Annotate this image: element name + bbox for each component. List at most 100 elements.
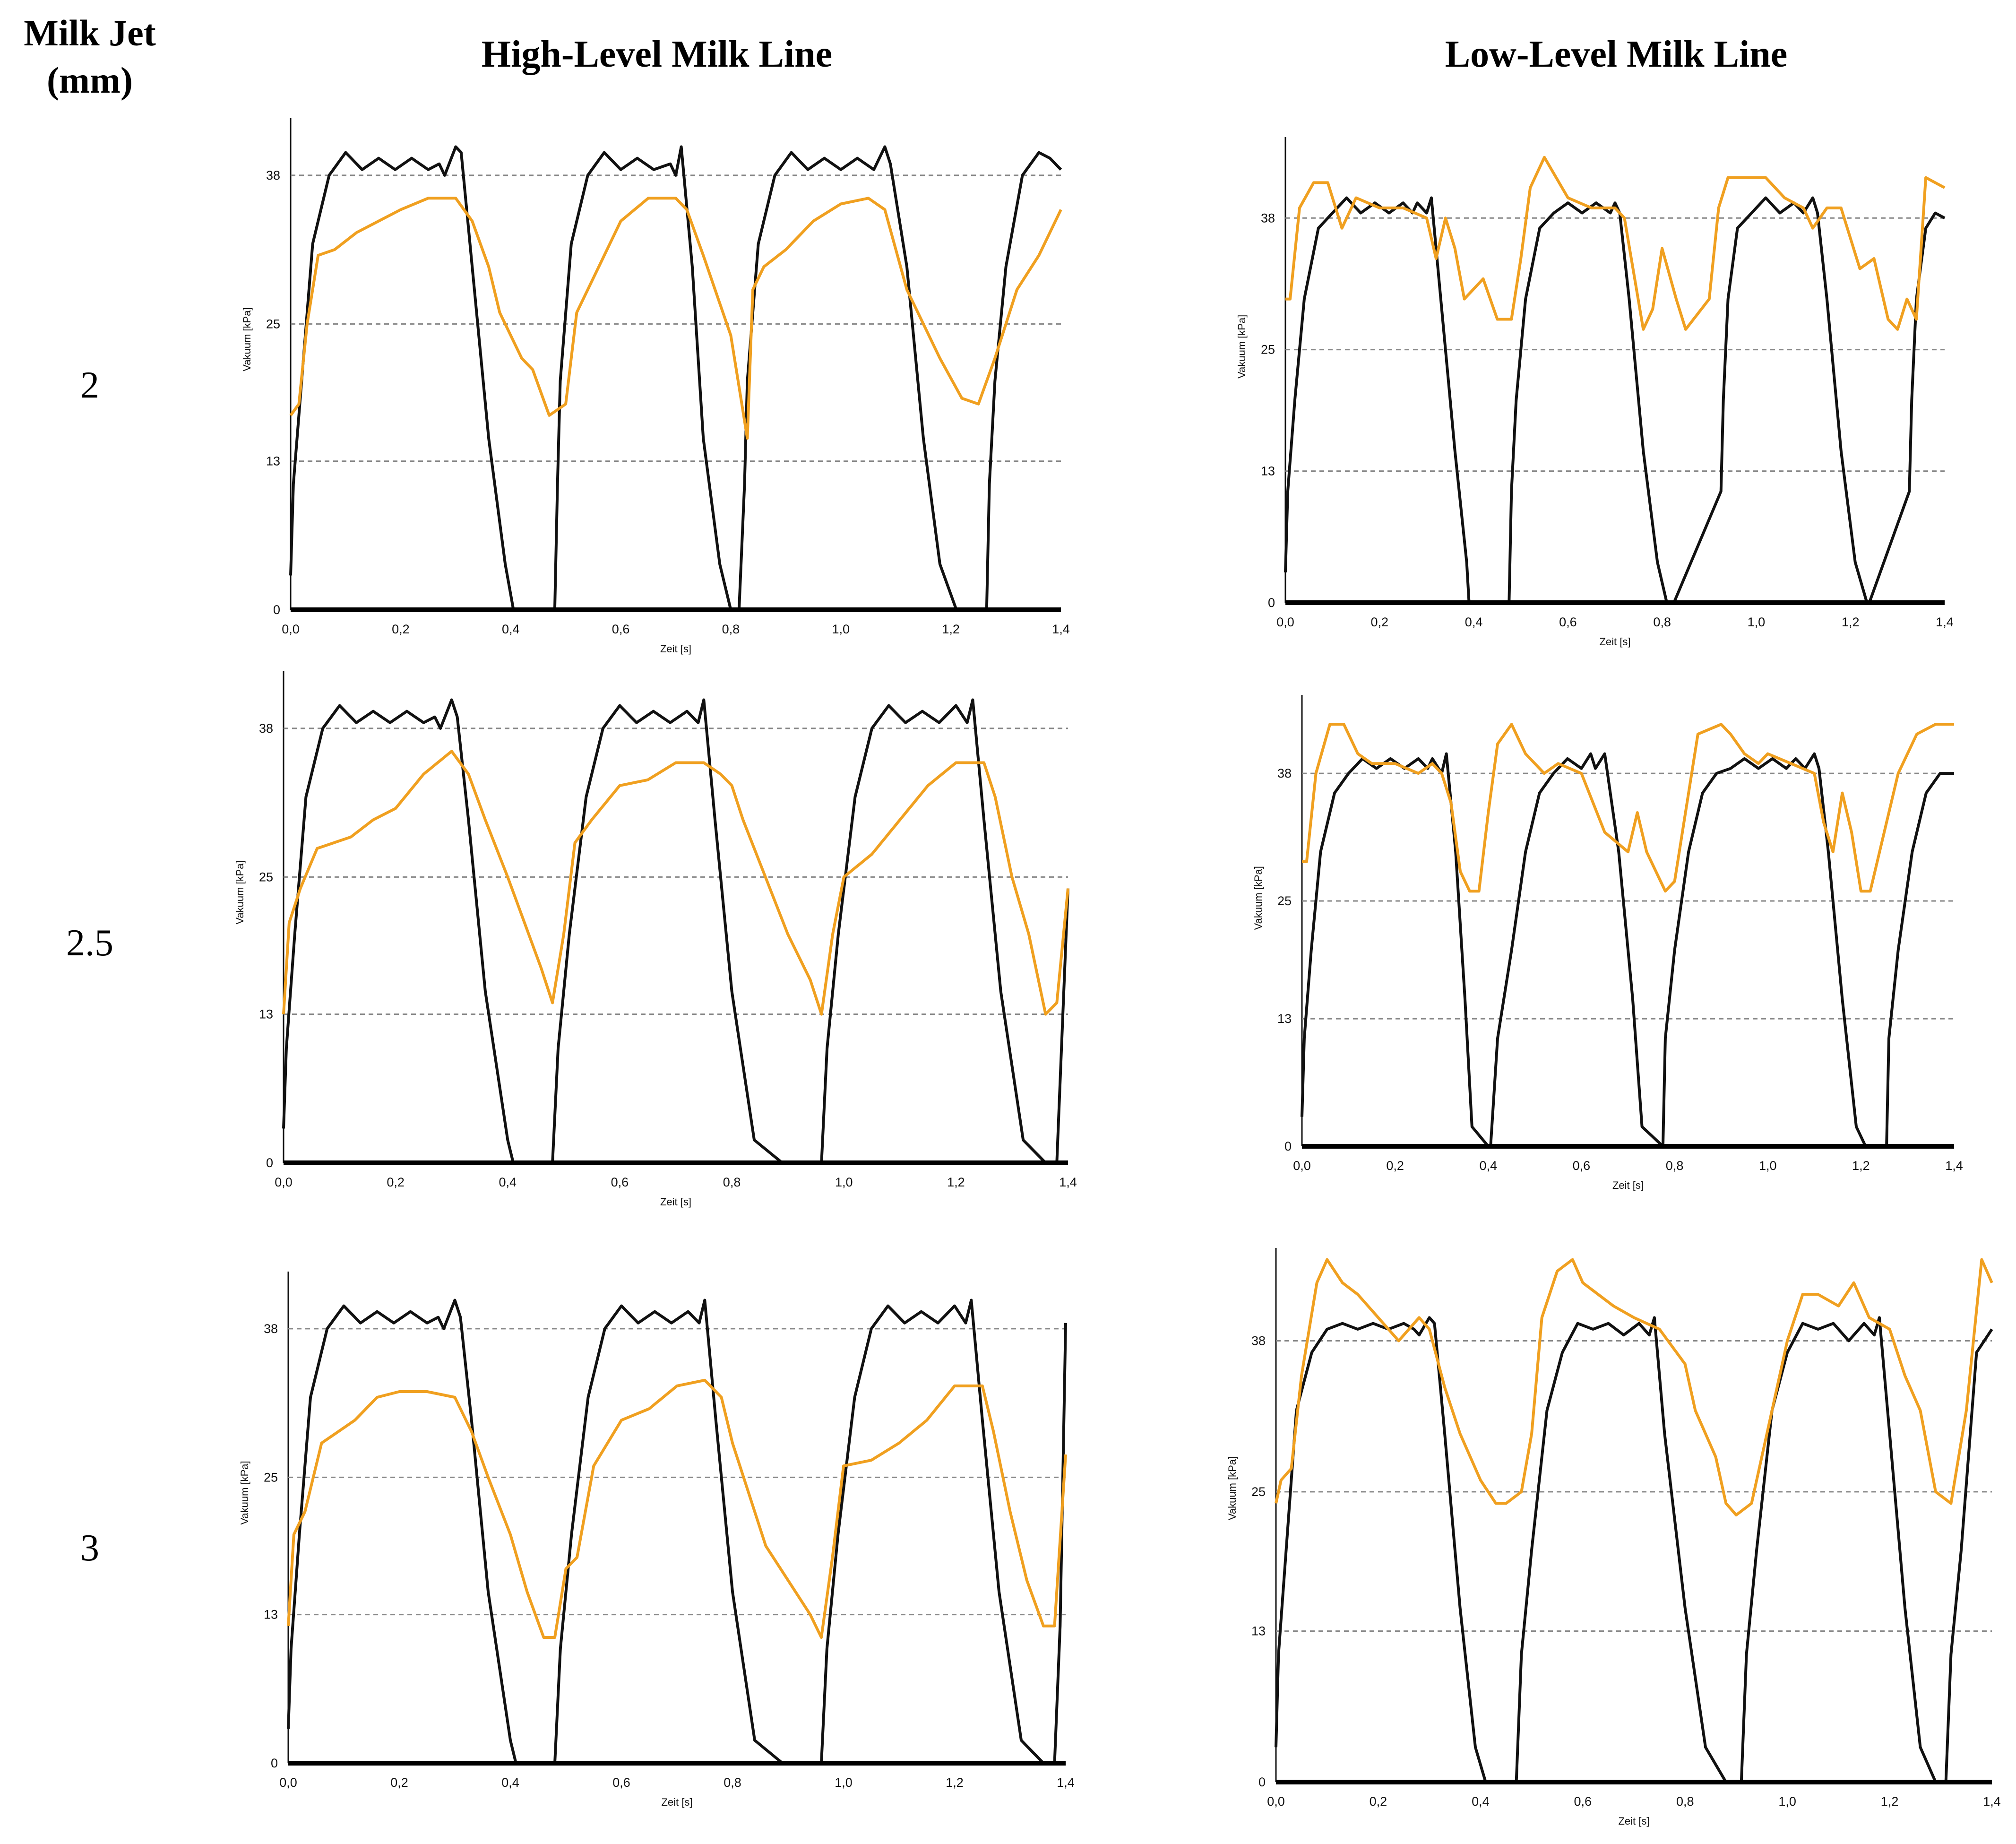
chart-high-2-5mm: 0 13 25 38 0,0 0,2 0,4 0,6 0,8 1,0 1,2 1,4 Zeit [s] V… [203, 662, 1092, 1220]
x-tick-label: 1,2 [1852, 1159, 1870, 1173]
y-tick-label: 13 [1251, 1624, 1266, 1638]
milk-jet-header-line2: (mm) [47, 60, 133, 101]
x-tick-label: 1,4 [1983, 1794, 2001, 1809]
x-tick-label: 0,6 [612, 1775, 630, 1790]
x-axis-title: Zeit [s] [660, 643, 691, 655]
series-line-orange [282, 750, 1069, 1016]
x-tick-label: 0,6 [612, 622, 630, 636]
x-tick-label: 0,8 [1676, 1794, 1694, 1809]
x-tick-label: 0,6 [1574, 1794, 1592, 1809]
x-tick-label: 0,8 [723, 1175, 741, 1189]
x-tick-label: 0,8 [1666, 1159, 1684, 1173]
y-tick-label: 0 [1284, 1139, 1292, 1153]
x-tick-label: 0,0 [275, 1175, 293, 1189]
chart-svg: 0 13 25 38 0,0 0,2 0,4 0,6 0,8 1,0 1,2 1,4 Zeit [s] V… [241, 118, 1070, 655]
chart-svg: 0 13 25 38 0,0 0,2 0,4 0,6 0,8 1,0 1,2 1,4 Zeit [s] V… [1226, 1248, 2001, 1827]
series-line-black [1301, 752, 1954, 1148]
y-tick-label: 25 [259, 870, 273, 884]
y-axis-title: Vakuum [kPa] [241, 307, 253, 371]
y-tick-label: 13 [259, 1007, 273, 1022]
x-tick-label: 0,2 [387, 1175, 405, 1189]
y-tick-label: 25 [264, 1470, 278, 1484]
chart-svg: 0 13 25 38 0,0 0,2 0,4 0,6 0,8 1,0 1,2 1,4 Zeit [s] V… [239, 1272, 1075, 1808]
chart-low-3mm: 0 13 25 38 0,0 0,2 0,4 0,6 0,8 1,0 1,2 1,4 Zeit [s] V… [1200, 1238, 2013, 1834]
y-tick-label: 38 [259, 721, 273, 736]
x-tick-label: 0,2 [392, 622, 410, 636]
series-line-orange [1302, 723, 1954, 893]
y-tick-label: 25 [1261, 343, 1275, 357]
milk-jet-header-line1: Milk Jet [24, 12, 156, 53]
row-label-2-5: 2.5 [66, 922, 113, 964]
chart-high-2mm: 0 13 25 38 0,0 0,2 0,4 0,6 0,8 1,0 1,2 1,4 Zeit [s] V… [203, 109, 1092, 667]
x-tick-label: 0,8 [724, 1775, 741, 1790]
x-tick-label: 1,4 [1057, 1775, 1075, 1790]
x-tick-label: 0,2 [1371, 615, 1389, 629]
x-tick-label: 0,2 [1386, 1159, 1404, 1173]
x-tick-label: 1,2 [1842, 615, 1860, 629]
y-tick-label: 13 [266, 454, 280, 468]
x-tick-label: 1,2 [946, 1775, 964, 1790]
series-line-black [1284, 196, 1946, 604]
y-axis-title: Vakuum [kPa] [239, 1461, 250, 1524]
x-tick-label: 1,4 [1945, 1159, 1963, 1173]
x-tick-label: 0,8 [1653, 615, 1671, 629]
series-line-black [289, 145, 1062, 611]
column-title-low-level: Low-Level Milk Line [1445, 34, 1788, 75]
series-line-orange [1285, 156, 1946, 331]
series-line-black [1275, 1316, 1993, 1783]
y-tick-label: 13 [1261, 464, 1275, 478]
y-tick-label: 13 [1277, 1012, 1292, 1026]
x-tick-label: 0,4 [1465, 615, 1483, 629]
x-tick-label: 0,4 [1472, 1794, 1490, 1809]
series-line-black [287, 1299, 1067, 1765]
x-tick-label: 1,4 [1059, 1175, 1077, 1189]
x-axis-title: Zeit [s] [1599, 636, 1630, 648]
series-line-orange [289, 197, 1062, 440]
row-label-2: 2 [80, 364, 99, 406]
y-tick-label: 0 [266, 1156, 273, 1170]
series-line-black [282, 698, 1069, 1164]
x-tick-label: 0,4 [501, 1775, 519, 1790]
x-tick-label: 1,2 [947, 1175, 965, 1189]
x-tick-label: 0,6 [1573, 1159, 1591, 1173]
y-axis-title: Vakuum [kPa] [1236, 315, 1248, 379]
chart-svg: 0 13 25 38 0,0 0,2 0,4 0,6 0,8 1,0 1,2 1,4 Zeit [s] V… [234, 671, 1077, 1208]
y-tick-label: 38 [1277, 766, 1292, 780]
x-tick-label: 0,4 [499, 1175, 517, 1189]
y-tick-label: 0 [1258, 1775, 1266, 1789]
x-axis-title: Zeit [s] [1612, 1179, 1644, 1191]
x-tick-label: 0,2 [390, 1775, 408, 1790]
y-tick-label: 38 [1251, 1334, 1266, 1348]
y-axis-title: Vakuum [kPa] [1226, 1456, 1238, 1520]
x-tick-label: 1,4 [1936, 615, 1954, 629]
y-tick-label: 25 [1251, 1485, 1266, 1499]
y-tick-label: 0 [271, 1756, 278, 1770]
x-tick-label: 0,6 [611, 1175, 629, 1189]
x-tick-label: 0,0 [1293, 1159, 1311, 1173]
x-tick-label: 1,0 [1759, 1159, 1777, 1173]
x-tick-label: 0,8 [722, 622, 740, 636]
y-axis-title: Vakuum [kPa] [234, 860, 246, 924]
x-tick-label: 1,2 [942, 622, 960, 636]
x-tick-label: 0,4 [502, 622, 520, 636]
y-tick-label: 38 [264, 1322, 278, 1336]
y-tick-label: 38 [1261, 211, 1275, 225]
x-tick-label: 1,4 [1052, 622, 1070, 636]
x-axis-title: Zeit [s] [1618, 1815, 1649, 1827]
milk-jet-header: Milk Jet (mm) [5, 9, 175, 104]
x-tick-label: 1,2 [1881, 1794, 1899, 1809]
x-tick-label: 1,0 [835, 1775, 853, 1790]
x-axis-title: Zeit [s] [660, 1196, 691, 1208]
chart-low-2-5mm: 0 13 25 38 0,0 0,2 0,4 0,6 0,8 1,0 1,2 1,4 Zeit [s] V… [1210, 685, 2008, 1201]
x-tick-label: 1,0 [835, 1175, 853, 1189]
chart-low-2mm: 0 13 25 38 0,0 0,2 0,4 0,6 0,8 1,0 1,2 1,4 Zeit [s] V… [1210, 128, 2008, 662]
y-tick-label: 38 [266, 168, 280, 182]
x-tick-label: 0,0 [282, 622, 300, 636]
x-tick-label: 1,0 [1778, 1794, 1796, 1809]
y-tick-label: 0 [1268, 596, 1275, 610]
column-title-high-level: High-Level Milk Line [481, 34, 833, 75]
y-tick-label: 13 [264, 1608, 278, 1622]
x-tick-label: 0,0 [1276, 615, 1294, 629]
chart-svg: 0 13 25 38 0,0 0,2 0,4 0,6 0,8 1,0 1,2 1,4 Zeit [s] V… [1236, 137, 1954, 648]
series-line-orange [1275, 1258, 1993, 1516]
